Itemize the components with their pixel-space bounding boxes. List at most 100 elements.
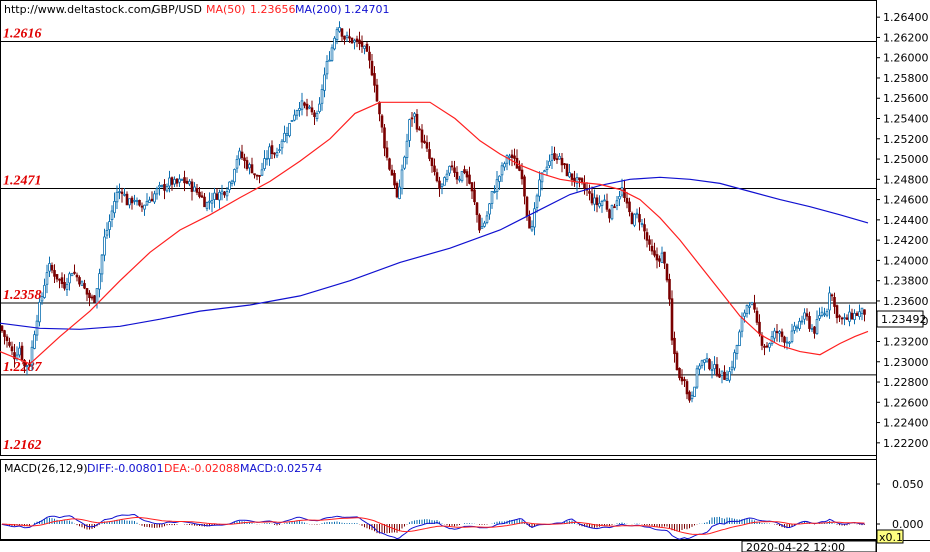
candle-body: [25, 365, 29, 368]
candle-body: [148, 199, 151, 203]
candle-body: [180, 178, 184, 181]
candle-body: [13, 352, 16, 360]
price-tick-label: 1.24600: [883, 194, 929, 207]
price-tick-label: 1.22400: [883, 417, 929, 430]
candle-body: [80, 281, 84, 286]
ma50-label: MA(50): [206, 3, 246, 16]
candle-body: [165, 186, 169, 192]
candle-body: [590, 193, 594, 204]
candle-body: [630, 212, 634, 225]
candle-body: [773, 330, 776, 339]
candle-body: [640, 223, 644, 225]
candle-body: [208, 200, 211, 203]
candle-body: [718, 373, 721, 378]
candle-body: [525, 196, 529, 217]
candle-body: [863, 309, 866, 315]
candle-body: [668, 278, 671, 300]
candle-body: [390, 169, 394, 176]
macd-value: MACD:0.02574: [240, 462, 322, 475]
candle-body: [625, 197, 629, 204]
candle-body: [478, 214, 481, 231]
level-label: 1.2287: [3, 360, 43, 375]
candle-body: [125, 193, 129, 206]
candle-body: [348, 36, 351, 39]
price-tick-label: 1.26400: [883, 11, 929, 24]
candle-body: [638, 214, 641, 223]
candle-body: [378, 102, 381, 115]
candle-body: [490, 191, 494, 204]
macd-name: MACD(26,12,9): [4, 462, 88, 475]
candle-body: [418, 128, 421, 131]
candle-body: [438, 180, 441, 189]
candle-body: [375, 84, 379, 102]
candle-body: [473, 189, 476, 203]
candle-body: [123, 193, 126, 196]
candle-body: [215, 193, 219, 200]
candle-body: [145, 200, 149, 206]
ma50-value: 1.23656: [250, 3, 296, 16]
candle-body: [675, 352, 679, 371]
candle-body: [643, 224, 646, 232]
candle-body: [513, 155, 516, 159]
candle-body: [68, 273, 71, 284]
ma200-label: MA(200): [295, 3, 342, 16]
candle-body: [160, 184, 164, 187]
site-url[interactable]: http://www.deltastock.com/: [4, 3, 155, 16]
symbol-label: GBP/USD: [152, 3, 202, 16]
macd-pane-frame: [0, 459, 877, 540]
candle-body: [608, 209, 611, 219]
candle-body: [365, 43, 369, 52]
zoom-level[interactable]: x0.1: [879, 531, 903, 544]
price-tick-label: 1.23000: [883, 356, 929, 369]
candle-body: [690, 394, 694, 400]
candle-body: [540, 172, 544, 183]
candle-body: [678, 367, 681, 379]
candle-body: [733, 352, 736, 369]
level-label: 1.2162: [3, 438, 42, 453]
candle-body: [243, 157, 246, 161]
candle-body: [485, 215, 489, 223]
candle-body: [200, 195, 204, 198]
candle-body: [808, 316, 811, 329]
candle-body: [213, 192, 216, 200]
candle-body: [708, 359, 711, 370]
candle-body: [430, 157, 434, 167]
candle-body: [305, 103, 309, 110]
candle-body: [810, 328, 814, 330]
candle-body: [95, 288, 99, 304]
candle-body: [133, 199, 136, 202]
zoom-box[interactable]: [876, 529, 904, 544]
price-tick-label: 1.25400: [883, 113, 929, 126]
candle-body: [795, 326, 799, 329]
candle-body: [185, 180, 189, 184]
candle-body: [595, 197, 599, 206]
candle-body: [518, 166, 521, 171]
candle-body: [753, 303, 756, 310]
candle-body: [793, 325, 796, 331]
candle-body: [60, 277, 64, 285]
candle-body: [360, 41, 364, 47]
candle-body: [775, 331, 779, 334]
candle-body: [755, 310, 759, 323]
candle-body: [278, 149, 281, 152]
candle-body: [220, 190, 224, 195]
candle-body: [358, 39, 361, 44]
candle-body: [790, 330, 794, 342]
candle-body: [218, 191, 221, 201]
candle-body: [158, 185, 161, 188]
candle-body: [580, 178, 584, 183]
candle-body: [128, 198, 131, 206]
candle-body: [343, 35, 346, 40]
candle-body: [493, 191, 496, 193]
candle-body: [188, 180, 191, 185]
candle-body: [783, 336, 786, 343]
candle-body: [45, 272, 49, 285]
candle-body: [470, 182, 474, 192]
candle-body: [413, 113, 416, 117]
candle-body: [615, 200, 619, 206]
macd-indicator: 0.050 0.000: [1, 478, 924, 540]
candle-body: [353, 40, 356, 43]
price-tick-label: 1.23600: [883, 295, 929, 308]
candle-body: [23, 359, 26, 367]
